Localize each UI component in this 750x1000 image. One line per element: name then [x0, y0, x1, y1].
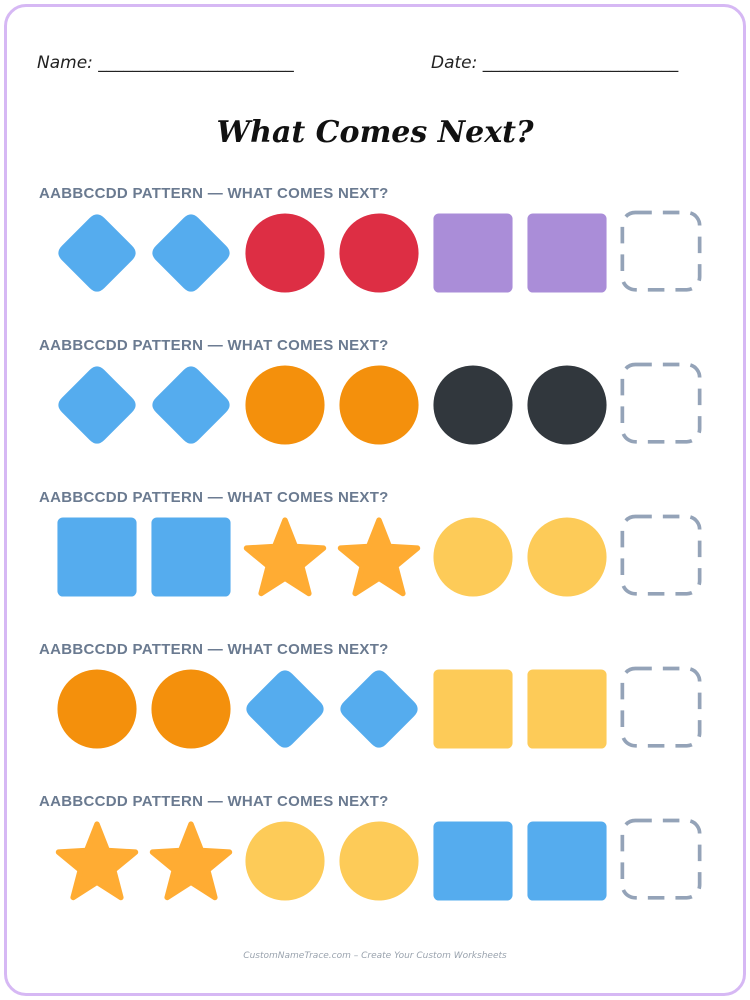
square-shape	[527, 821, 607, 901]
pattern-row: AABBCCDD PATTERN — WHAT COMES NEXT?	[7, 337, 743, 489]
pattern-row-label: AABBCCDD PATTERN — WHAT COMES NEXT?	[39, 489, 389, 506]
square-shape	[433, 669, 513, 749]
pattern-row: AABBCCDD PATTERN — WHAT COMES NEXT?	[7, 641, 743, 793]
pattern-shapes	[7, 815, 743, 915]
worksheet-page: Name: _______________________ Date: ____…	[4, 4, 746, 996]
answer-blank-box[interactable]	[615, 511, 707, 603]
pattern-row: AABBCCDD PATTERN — WHAT COMES NEXT?	[7, 185, 743, 337]
star-shape	[149, 821, 233, 901]
pattern-shapes	[7, 207, 743, 307]
circle-shape	[57, 669, 137, 749]
square-shape	[433, 821, 513, 901]
page-title: What Comes Next?	[216, 115, 534, 150]
pattern-row-label: AABBCCDD PATTERN — WHAT COMES NEXT?	[39, 641, 389, 658]
circle-shape	[245, 821, 325, 901]
circle-shape	[433, 517, 513, 597]
square-shape	[433, 213, 513, 293]
pattern-row: AABBCCDD PATTERN — WHAT COMES NEXT?	[7, 489, 743, 641]
circle-shape	[527, 517, 607, 597]
date-label: Date:	[431, 53, 478, 73]
date-line: Date: _______________________	[431, 53, 678, 73]
square-shape	[527, 669, 607, 749]
name-label: Name:	[37, 53, 93, 73]
circle-shape	[339, 365, 419, 445]
name-line: Name: _______________________	[37, 53, 294, 73]
star-shape	[55, 821, 139, 901]
circle-shape	[339, 821, 419, 901]
diamond-shape	[152, 214, 230, 292]
diamond-shape	[246, 670, 324, 748]
circle-shape	[433, 365, 513, 445]
pattern-row: AABBCCDD PATTERN — WHAT COMES NEXT?	[7, 793, 743, 945]
square-shape	[527, 213, 607, 293]
footer-text: CustomNameTrace.com – Create Your Custom…	[243, 951, 507, 961]
circle-shape	[339, 213, 419, 293]
answer-blank-box[interactable]	[615, 359, 707, 451]
circle-shape	[245, 365, 325, 445]
answer-blank-box[interactable]	[615, 207, 707, 299]
diamond-shape	[152, 366, 230, 444]
circle-shape	[245, 213, 325, 293]
pattern-row-label: AABBCCDD PATTERN — WHAT COMES NEXT?	[39, 185, 389, 202]
name-blank: _______________________	[98, 53, 294, 73]
circle-shape	[527, 365, 607, 445]
square-shape	[57, 517, 137, 597]
pattern-shapes	[7, 359, 743, 459]
circle-shape	[151, 669, 231, 749]
diamond-shape	[340, 670, 418, 748]
date-blank: _______________________	[482, 53, 679, 73]
diamond-shape	[58, 214, 136, 292]
pattern-row-label: AABBCCDD PATTERN — WHAT COMES NEXT?	[39, 337, 389, 354]
star-shape	[243, 517, 327, 597]
pattern-row-label: AABBCCDD PATTERN — WHAT COMES NEXT?	[39, 793, 389, 810]
pattern-shapes	[7, 511, 743, 611]
pattern-shapes	[7, 663, 743, 763]
diamond-shape	[58, 366, 136, 444]
answer-blank-box[interactable]	[615, 815, 707, 907]
star-shape	[337, 517, 421, 597]
square-shape	[151, 517, 231, 597]
answer-blank-box[interactable]	[615, 663, 707, 755]
